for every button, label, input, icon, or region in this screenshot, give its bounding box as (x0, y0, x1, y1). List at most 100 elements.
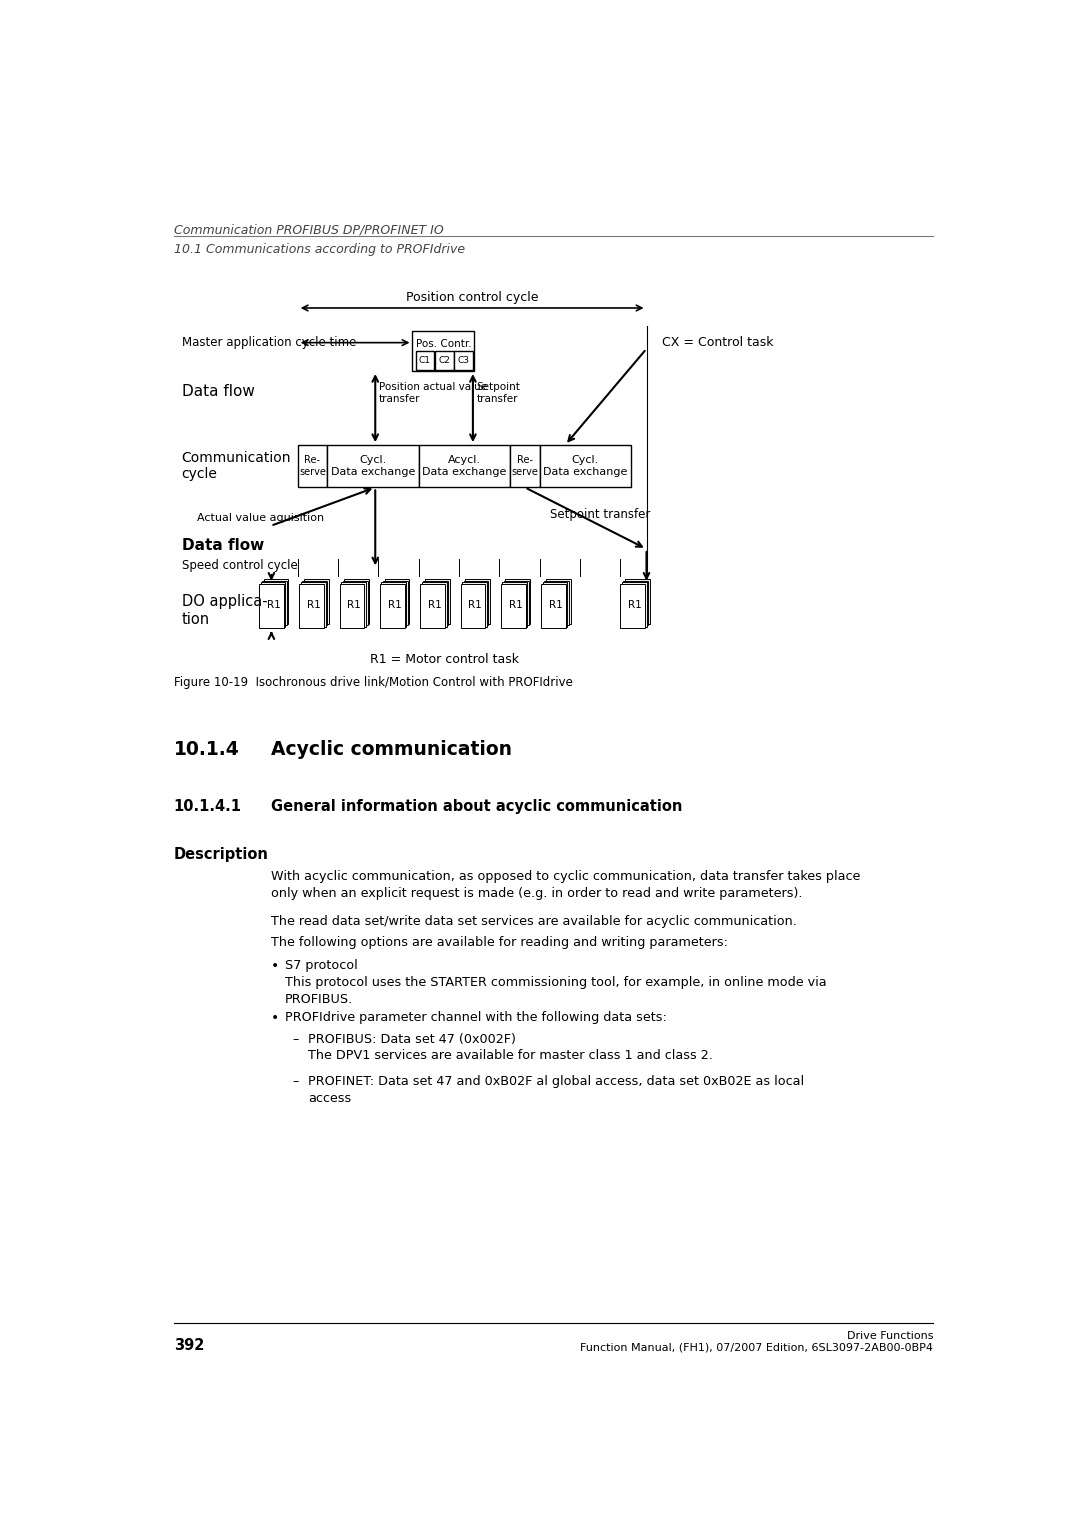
Bar (260, 582, 285, 626)
Text: Cycl.
Data exchange: Cycl. Data exchange (543, 455, 627, 476)
Bar (502, 582, 527, 626)
Bar (420, 583, 445, 628)
Bar (302, 580, 327, 625)
Text: Pos. Contr.: Pos. Contr. (416, 339, 471, 348)
Text: R1: R1 (348, 600, 361, 611)
Bar (381, 582, 406, 626)
Bar (501, 583, 526, 628)
Text: Position actual value
transfer: Position actual value transfer (379, 382, 487, 403)
Text: Re-
serve: Re- serve (299, 455, 326, 476)
Text: C3: C3 (458, 356, 470, 365)
Bar (544, 580, 569, 625)
Bar (465, 579, 490, 623)
Text: Drive Functions: Drive Functions (847, 1330, 933, 1341)
Text: Figure 10-19  Isochronous drive link/Motion Control with PROFIdrive: Figure 10-19 Isochronous drive link/Moti… (174, 676, 572, 689)
Text: PROFIdrive parameter channel with the following data sets:: PROFIdrive parameter channel with the fo… (284, 1011, 666, 1025)
Bar (504, 580, 529, 625)
Bar (422, 582, 446, 626)
Text: Function Manual, (FH1), 07/2007 Edition, 6SL3097-2AB00-0BP4: Function Manual, (FH1), 07/2007 Edition,… (580, 1342, 933, 1351)
Bar (455, 351, 473, 370)
Bar (298, 444, 327, 487)
Bar (435, 351, 454, 370)
Text: R1: R1 (469, 600, 482, 611)
Text: 10.1.4: 10.1.4 (174, 741, 240, 759)
Bar (301, 582, 326, 626)
Bar (423, 580, 448, 625)
Bar (380, 583, 405, 628)
Bar (542, 582, 567, 626)
Text: Re-
serve: Re- serve (512, 455, 538, 476)
Text: R1: R1 (509, 600, 523, 611)
Text: R1: R1 (267, 600, 281, 611)
Text: R1: R1 (549, 600, 563, 611)
Text: Acyclic communication: Acyclic communication (271, 741, 512, 759)
Text: With acyclic communication, as opposed to cyclic communication, data transfer ta: With acyclic communication, as opposed t… (271, 870, 860, 899)
Text: The following options are available for reading and writing parameters:: The following options are available for … (271, 936, 728, 950)
Text: CX = Control task: CX = Control task (662, 336, 773, 350)
Text: Communication
cycle: Communication cycle (181, 450, 291, 481)
Bar (505, 579, 530, 623)
Text: •: • (271, 959, 279, 973)
Text: S7 protocol: S7 protocol (284, 959, 357, 973)
Bar (342, 580, 367, 625)
Text: General information about acyclic communication: General information about acyclic commun… (271, 799, 681, 814)
Text: –: – (293, 1075, 298, 1087)
Text: PROFIBUS: Data set 47 (0x002F): PROFIBUS: Data set 47 (0x002F) (308, 1032, 516, 1046)
Text: •: • (271, 1011, 279, 1025)
Bar (327, 444, 419, 487)
Text: The DPV1 services are available for master class 1 and class 2.: The DPV1 services are available for mast… (308, 1049, 713, 1063)
Text: Actual value aquisition: Actual value aquisition (197, 513, 324, 524)
Text: DO applica-
tion: DO applica- tion (181, 594, 267, 626)
Bar (339, 583, 364, 628)
Text: Data flow: Data flow (181, 383, 255, 399)
Bar (341, 582, 366, 626)
Text: The read data set/write data set services are available for acyclic communicatio: The read data set/write data set service… (271, 915, 797, 928)
Bar (541, 583, 566, 628)
Bar (413, 331, 474, 371)
Bar (383, 580, 408, 625)
Text: Cycl.
Data exchange: Cycl. Data exchange (330, 455, 415, 476)
Bar (416, 351, 434, 370)
Bar (462, 582, 487, 626)
Bar (264, 579, 288, 623)
Text: R1: R1 (428, 600, 442, 611)
Bar (622, 582, 647, 626)
Text: Master application cycle time: Master application cycle time (181, 336, 356, 350)
Text: Description: Description (174, 847, 269, 861)
Text: 10.1.4.1: 10.1.4.1 (174, 799, 242, 814)
Bar (424, 579, 449, 623)
Text: Setpoint
transfer: Setpoint transfer (476, 382, 521, 403)
Text: R1: R1 (388, 600, 402, 611)
Text: 10.1 Communications according to PROFIdrive: 10.1 Communications according to PROFIdr… (174, 243, 464, 257)
Bar (262, 580, 287, 625)
Bar (299, 583, 324, 628)
Bar (625, 579, 649, 623)
Bar (540, 444, 631, 487)
Text: Position control cycle: Position control cycle (406, 292, 538, 304)
Text: Data flow: Data flow (181, 538, 264, 553)
Text: R1: R1 (627, 600, 642, 611)
Bar (345, 579, 369, 623)
Text: 392: 392 (174, 1338, 204, 1353)
Bar (259, 583, 284, 628)
Bar (510, 444, 540, 487)
Text: PROFINET: Data set 47 and 0xB02F al global access, data set 0xB02E as local
acce: PROFINET: Data set 47 and 0xB02F al glob… (308, 1075, 804, 1106)
Bar (384, 579, 409, 623)
Bar (419, 444, 510, 487)
Text: –: – (293, 1032, 298, 1046)
Text: C1: C1 (419, 356, 431, 365)
Text: Setpoint transfer: Setpoint transfer (550, 508, 650, 521)
Text: This protocol uses the STARTER commissioning tool, for example, in online mode v: This protocol uses the STARTER commissio… (284, 976, 826, 1006)
Bar (460, 583, 485, 628)
Bar (303, 579, 328, 623)
Text: Acycl.
Data exchange: Acycl. Data exchange (422, 455, 507, 476)
Bar (463, 580, 488, 625)
Text: R1 = Motor control task: R1 = Motor control task (370, 654, 519, 666)
Text: R1: R1 (307, 600, 321, 611)
Bar (545, 579, 570, 623)
Bar (623, 580, 648, 625)
Text: C2: C2 (438, 356, 450, 365)
Bar (620, 583, 645, 628)
Text: Speed control cycle: Speed control cycle (181, 559, 297, 573)
Text: Communication PROFIBUS DP/PROFINET IO: Communication PROFIBUS DP/PROFINET IO (174, 223, 444, 237)
